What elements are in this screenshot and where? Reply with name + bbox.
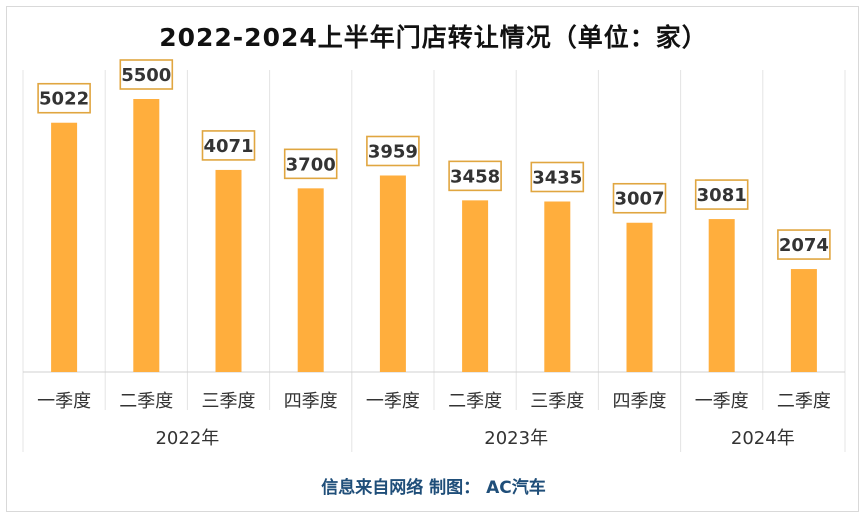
category-label: 二季度 <box>119 391 173 412</box>
category-label: 一季度 <box>695 391 749 412</box>
category-label: 四季度 <box>284 391 338 412</box>
chart-title: 2022-2024上半年门店转让情况（单位：家） <box>159 23 708 52</box>
data-label-box <box>777 229 831 260</box>
category-label: 二季度 <box>777 391 831 412</box>
category-label: 四季度 <box>613 391 667 412</box>
data-label: 4071 <box>203 136 253 157</box>
data-label: 3700 <box>286 154 336 175</box>
data-label-box <box>201 130 256 161</box>
bar <box>133 99 160 372</box>
category-label: 一季度 <box>37 391 91 412</box>
data-label-box <box>366 135 420 167</box>
data-label-box <box>612 182 667 214</box>
data-label: 3435 <box>532 167 582 188</box>
data-label: 3458 <box>450 166 500 187</box>
bar <box>379 175 406 372</box>
category-label: 一季度 <box>366 391 420 412</box>
category-label: 三季度 <box>530 391 584 412</box>
bar <box>51 122 78 372</box>
data-label: 5500 <box>121 65 171 86</box>
bar <box>297 188 324 372</box>
chart-footer: 信息来自网络 制图： AC汽车 <box>321 478 546 498</box>
data-label-box <box>37 82 91 114</box>
group-label: 2023年 <box>484 428 548 449</box>
data-label: 3081 <box>697 185 747 206</box>
data-label-box <box>119 59 174 90</box>
data-label-box <box>448 160 502 192</box>
category-label: 三季度 <box>202 391 256 412</box>
group-label: 2024年 <box>731 428 795 449</box>
bar <box>708 219 735 372</box>
group-label: 2022年 <box>155 428 219 449</box>
bar <box>790 269 817 372</box>
bar <box>626 222 653 372</box>
data-label: 3007 <box>614 189 664 210</box>
data-label-box <box>283 148 338 180</box>
category-label: 二季度 <box>448 391 502 412</box>
bar <box>544 201 571 372</box>
data-label-box <box>530 161 585 193</box>
data-label: 3959 <box>368 141 418 162</box>
data-label: 2074 <box>779 235 829 256</box>
bar <box>462 200 489 372</box>
data-label-box <box>694 179 749 210</box>
data-label: 5022 <box>39 89 89 110</box>
bar <box>215 169 242 372</box>
